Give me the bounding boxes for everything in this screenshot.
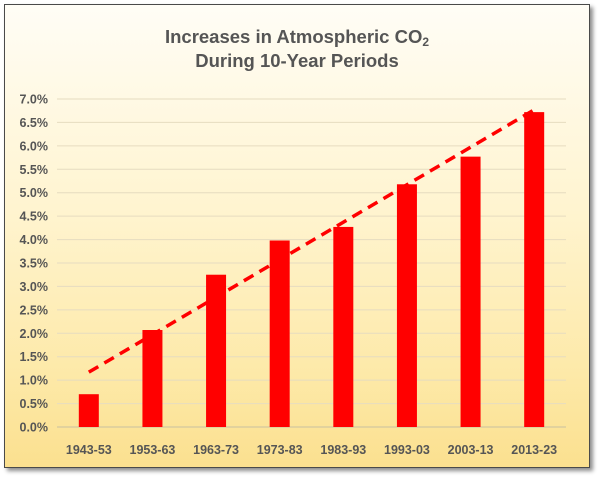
bar [142,330,163,427]
bar [333,226,354,427]
x-tick-label: 1953-63 [130,443,176,457]
x-tick-label: 1983-93 [320,443,366,457]
bar [396,184,417,427]
y-tick-label: 3.0% [20,280,49,294]
y-tick-label: 6.0% [20,139,49,153]
x-tick-label: 2013-23 [511,443,557,457]
y-tick-label: 5.0% [20,186,49,200]
chart-frame: Increases in Atmospheric CO2 During 10-Y… [4,4,590,468]
y-tick-label: 4.5% [20,210,49,224]
bar [524,112,545,428]
y-tick-label: 5.5% [20,163,49,177]
y-tick-label: 6.5% [20,116,49,130]
y-tick-label: 4.0% [20,233,49,247]
y-tick-label: 0.5% [20,397,49,411]
y-tick-label: 0.0% [20,421,49,435]
bar [78,394,99,427]
y-tick-label: 1.0% [20,374,49,388]
chart-title-line2: During 10-Year Periods [195,50,399,71]
chart-title-subscript: 2 [422,35,430,49]
y-tick-label: 1.5% [20,350,49,364]
bar [269,240,290,427]
x-tick-label: 2003-13 [448,443,494,457]
x-tick-label: 1993-03 [384,443,430,457]
bar [460,156,481,428]
x-tick-label: 1943-53 [66,443,112,457]
x-tick-label: 1963-73 [193,443,239,457]
y-tick-label: 2.0% [20,327,49,341]
y-tick-label: 7.0% [20,93,49,107]
trendline [87,108,536,374]
chart-title: Increases in Atmospheric CO2 During 10-Y… [5,25,589,73]
chart-title-line1: Increases in Atmospheric CO [164,26,423,47]
y-tick-label: 2.5% [20,303,49,317]
y-tick-label: 3.5% [20,257,49,271]
x-tick-label: 1973-83 [257,443,303,457]
bar [206,274,227,427]
